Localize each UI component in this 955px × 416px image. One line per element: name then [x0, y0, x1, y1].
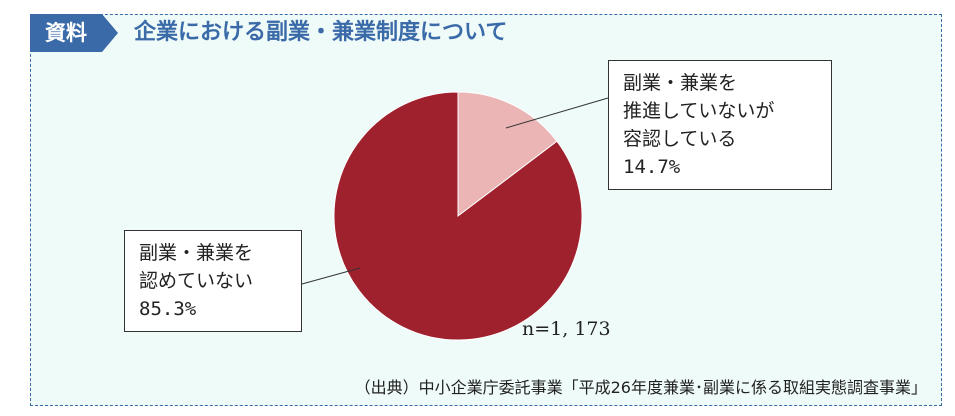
- header: 資料 企業における副業・兼業制度について: [30, 14, 550, 52]
- callout-not-allowed-line-1: 副業・兼業を: [139, 242, 254, 264]
- pie-slice-1: [333, 91, 583, 341]
- callout-permitted-value: 14.7%: [623, 156, 681, 178]
- callout-not-allowed-value: 85.3%: [139, 298, 197, 320]
- callout-permitted-line-3: 容認している: [623, 128, 737, 150]
- source-note: （出典）中小企業庁委託事業「平成26年度兼業･副業に係る取組実態調査事業」: [354, 378, 927, 397]
- leader-line-light: [505, 97, 609, 129]
- leader-line-dark: [301, 267, 361, 285]
- callout-not-allowed: 副業・兼業を 認めていない 85.3%: [124, 230, 302, 332]
- callout-permitted: 副業・兼業を 推進していないが 容認している 14.7%: [608, 60, 832, 190]
- badge-arrow-icon: [102, 14, 118, 52]
- page-title: 企業における副業・兼業制度について: [134, 20, 508, 45]
- callout-permitted-line-1: 副業・兼業を: [623, 72, 738, 94]
- callout-permitted-line-2: 推進していないが: [623, 100, 775, 122]
- sample-size-label: n=1, 173: [522, 318, 611, 340]
- material-badge: 資料: [30, 14, 102, 52]
- callout-not-allowed-line-2: 認めていない: [139, 270, 254, 292]
- pie-slice-0: [457, 91, 558, 218]
